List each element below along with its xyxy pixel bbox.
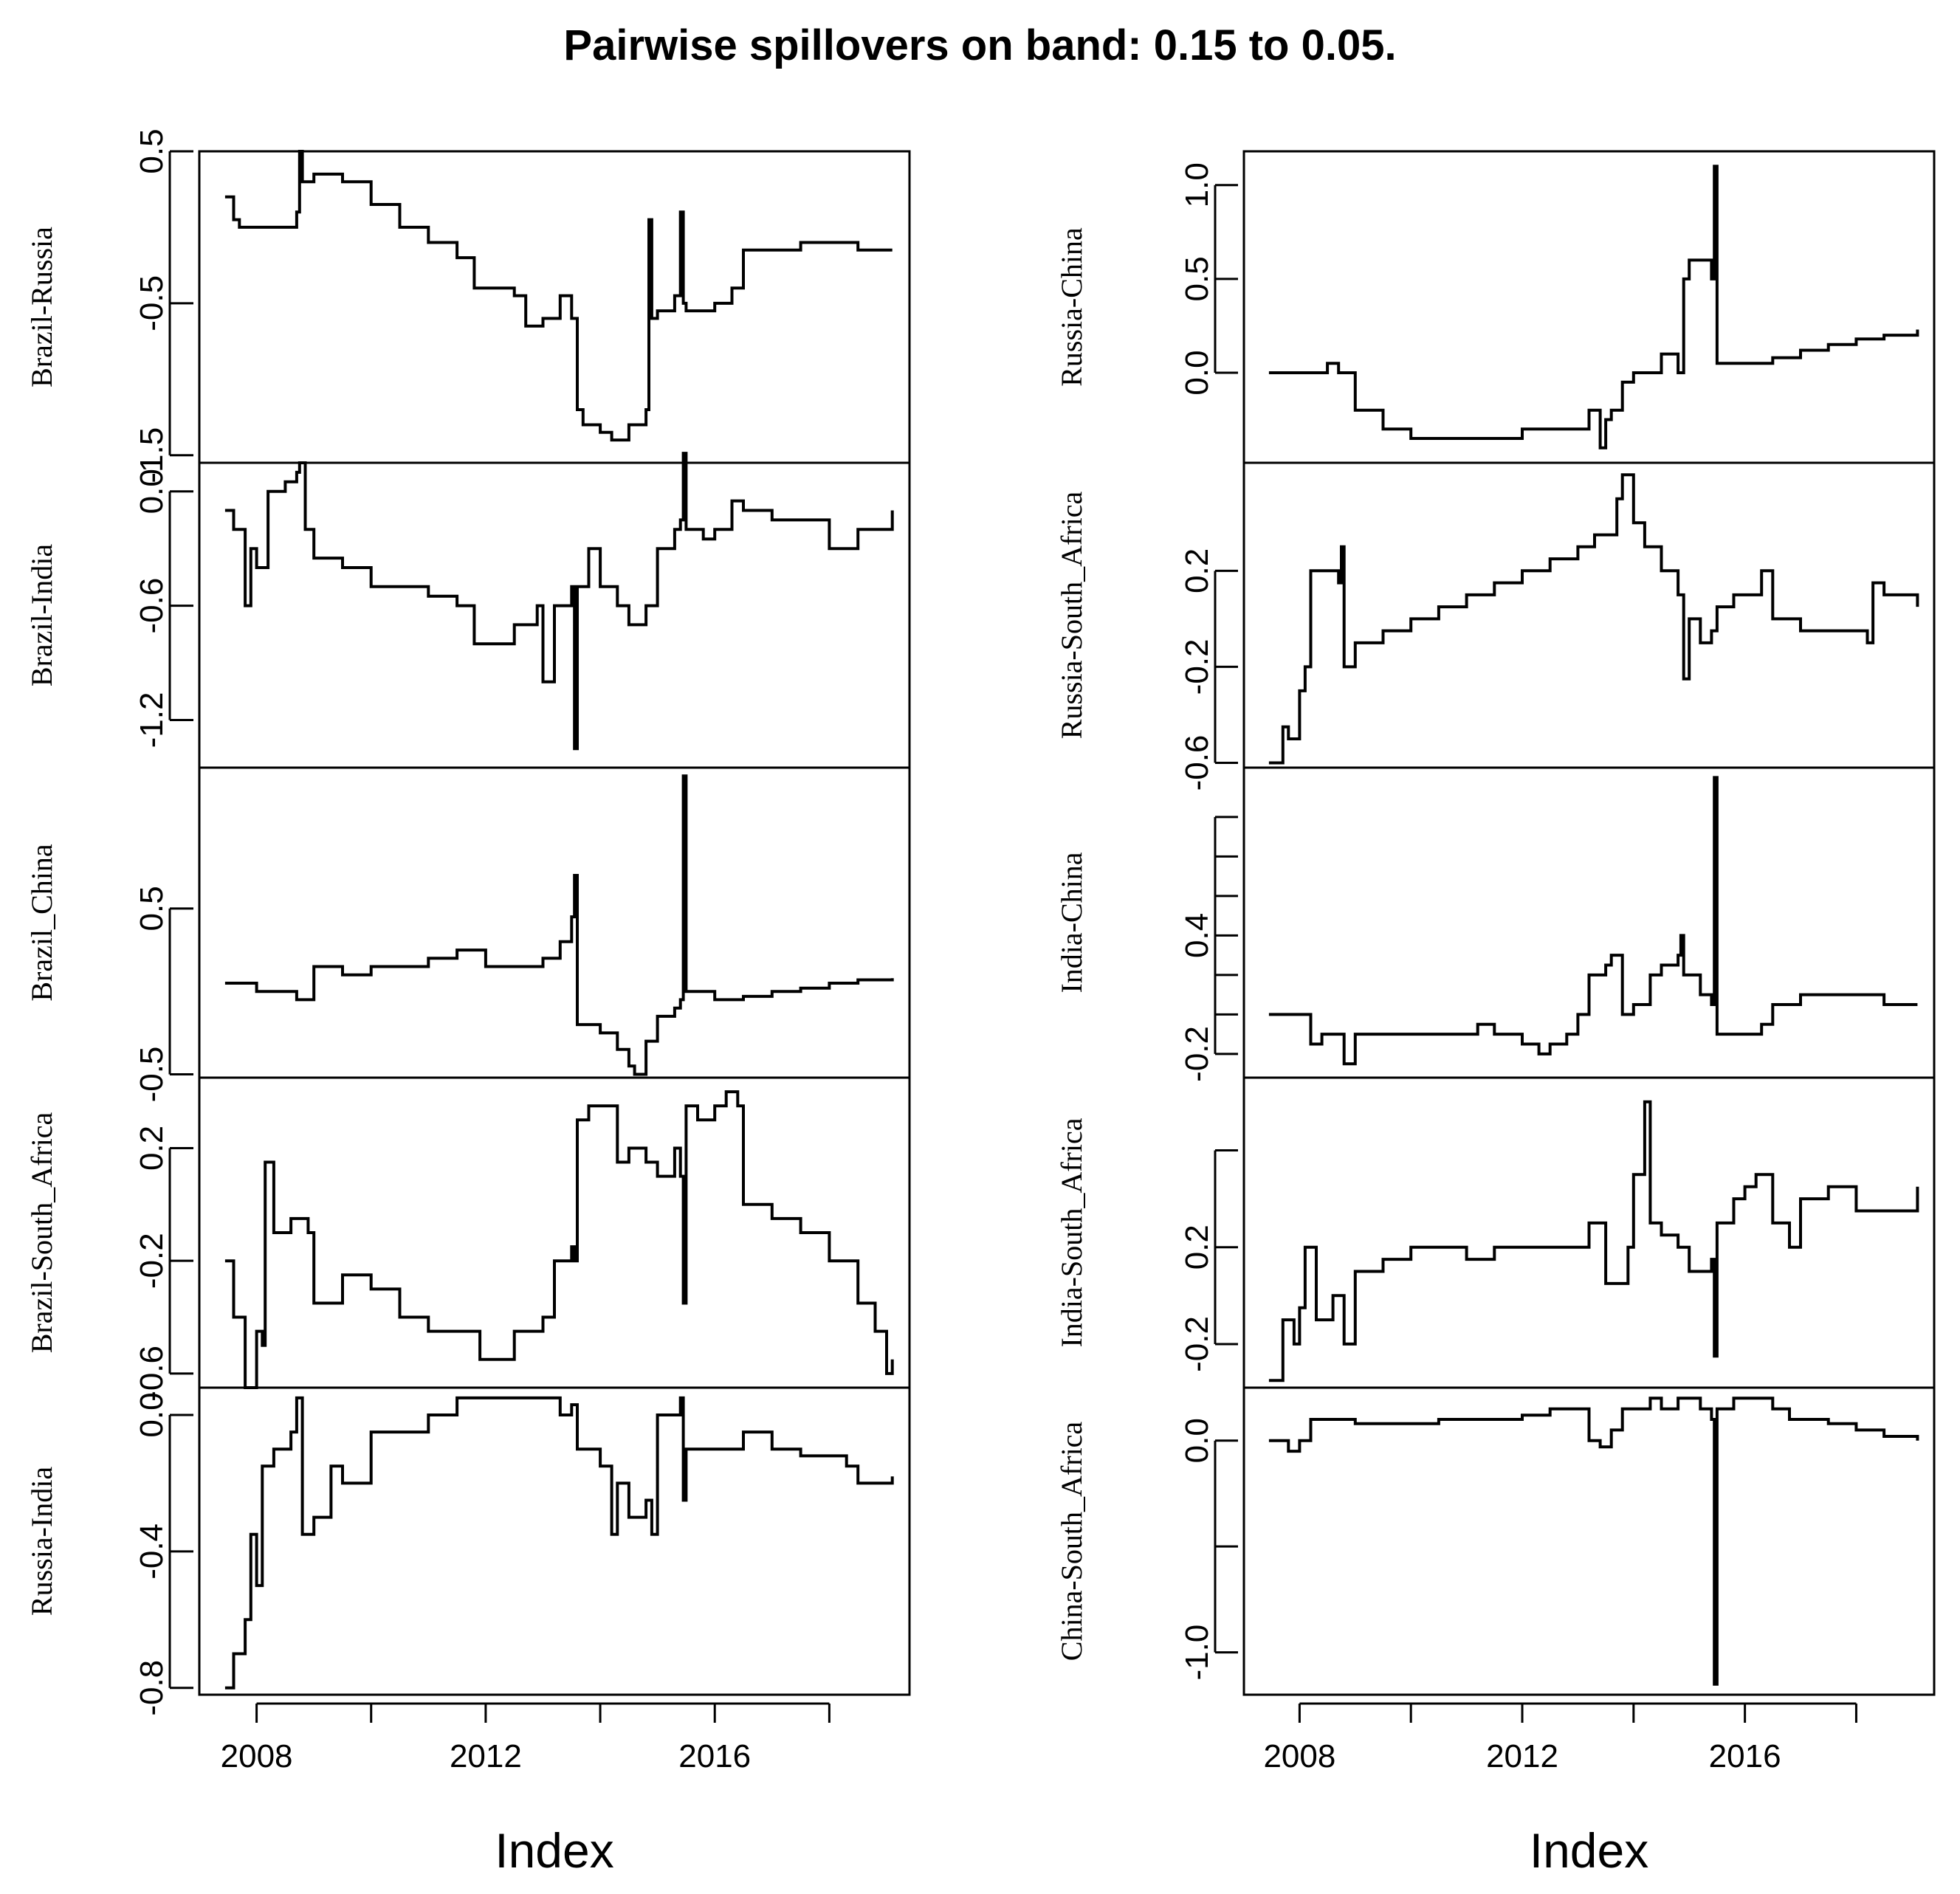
x-tick-label: 2016 xyxy=(1709,1738,1781,1774)
series-line-brazil-china xyxy=(224,774,894,1076)
series-line-brazil-south-africa xyxy=(224,1090,894,1389)
panel-ylabel: Brazil-Russia xyxy=(25,227,58,388)
y-tick-label: -0.2 xyxy=(134,1233,170,1289)
panel-ylabel: Russia-China xyxy=(1055,227,1088,387)
series-line-china-south-africa xyxy=(1268,1397,1919,1686)
x-tick-label: 2012 xyxy=(450,1738,522,1774)
series-line-russia-china xyxy=(1268,165,1919,450)
y-tick-label: -1.2 xyxy=(134,692,170,748)
panel-frame xyxy=(198,766,911,1079)
series-line-brazil-india xyxy=(224,452,894,751)
y-tick-label: -0.2 xyxy=(1179,1316,1215,1372)
y-tick-label: 1.0 xyxy=(1179,162,1215,207)
x-tick-label: 2016 xyxy=(678,1738,751,1774)
series-line-brazil-russia xyxy=(224,150,893,442)
panel-ylabel: Brazil-India xyxy=(25,544,58,686)
y-tick-label: 0.0 xyxy=(134,469,170,514)
y-tick-label: 0.0 xyxy=(134,1392,170,1437)
x-tick-label: 2008 xyxy=(1263,1738,1335,1774)
y-tick-label: -0.6 xyxy=(134,1346,170,1402)
panel-ylabel: India-China xyxy=(1055,852,1088,993)
panel-frame xyxy=(1242,1386,1936,1696)
panel-ylabel: Russia-India xyxy=(25,1467,58,1616)
series-line-russia-india xyxy=(224,1396,894,1690)
panel-ylabel: Brazil-South_Africa xyxy=(25,1112,58,1353)
panel-frame xyxy=(1242,766,1936,1079)
y-tick-label: 0.2 xyxy=(1179,1225,1215,1270)
y-tick-label: 0.2 xyxy=(134,1126,170,1171)
y-tick-label: 0.4 xyxy=(1179,913,1215,958)
y-tick-label: -1.5 xyxy=(134,427,170,483)
x-axis-title: Index xyxy=(495,1823,613,1878)
y-tick-label: 0.5 xyxy=(1179,256,1215,301)
series-line-india-china xyxy=(1268,776,1918,1066)
y-tick-label: 0.5 xyxy=(134,886,170,931)
panel-frame xyxy=(198,150,911,464)
panel-ylabel: China-South_Africa xyxy=(1055,1422,1088,1661)
x-tick-label: 2012 xyxy=(1486,1738,1558,1774)
chart-title: Pairwise spillovers on band: 0.15 to 0.0… xyxy=(563,21,1397,69)
y-tick-label: -0.5 xyxy=(134,275,170,331)
panel-ylabel: India-South_Africa xyxy=(1055,1118,1088,1347)
series-line-india-south-africa xyxy=(1268,1100,1919,1382)
panel-ylabel: Russia-South_Africa xyxy=(1055,492,1088,740)
y-tick-label: -0.6 xyxy=(1179,735,1215,791)
y-tick-label: -1.0 xyxy=(1179,1625,1215,1681)
series-line-russia-south-africa xyxy=(1268,473,1919,765)
y-tick-label: -0.2 xyxy=(1179,1026,1215,1082)
panel-frame xyxy=(1242,461,1936,769)
y-tick-label: -0.6 xyxy=(134,578,170,634)
panel-ylabel: Brazil_China xyxy=(25,844,58,1002)
y-tick-label: 0.5 xyxy=(134,128,170,173)
y-tick-label: 0.0 xyxy=(1179,350,1215,395)
y-tick-label: -0.4 xyxy=(134,1523,170,1580)
y-tick-label: -0.2 xyxy=(1179,639,1215,695)
y-tick-label: -0.5 xyxy=(134,1047,170,1103)
x-tick-label: 2008 xyxy=(221,1738,293,1774)
y-tick-label: 0.0 xyxy=(1179,1418,1215,1463)
x-axis-title: Index xyxy=(1530,1823,1648,1878)
y-tick-label: -0.8 xyxy=(134,1660,170,1716)
panel-frame xyxy=(198,1386,911,1696)
y-tick-label: 0.2 xyxy=(1179,548,1215,593)
